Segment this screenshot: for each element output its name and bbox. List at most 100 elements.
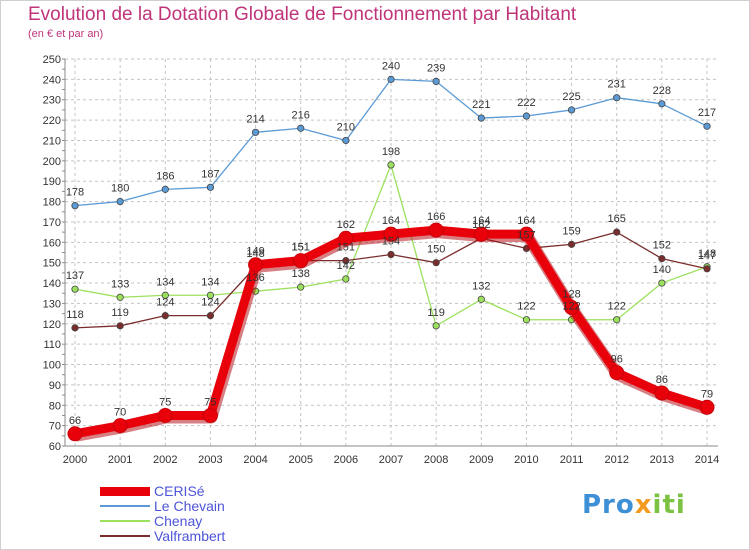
data-label: 75: [159, 396, 171, 408]
x-tick-label: 2005: [288, 454, 312, 466]
data-label: 140: [653, 264, 671, 276]
data-label: 164: [472, 215, 490, 227]
x-tick-label: 2003: [198, 454, 222, 466]
data-label: 164: [517, 215, 535, 227]
data-label: 217: [698, 107, 716, 119]
data-point: [522, 112, 531, 120]
y-tick-label: 130: [43, 298, 61, 310]
legend-label: Chenay: [154, 513, 203, 529]
data-point: [613, 316, 621, 324]
y-tick-label: 70: [49, 421, 61, 433]
data-label: 198: [382, 146, 400, 158]
data-point: [477, 295, 485, 303]
data-point: [703, 265, 711, 273]
legend-swatch: [100, 486, 150, 496]
legend-label: Valframbert: [154, 528, 226, 544]
data-label: 124: [201, 297, 219, 309]
y-tick-label: 160: [43, 237, 61, 249]
data-point: [116, 293, 124, 301]
data-point: [116, 197, 124, 206]
series-ceris-: [67, 222, 715, 442]
data-label: 75: [204, 396, 216, 408]
y-tick-label: 80: [49, 400, 61, 412]
data-label: 128: [562, 288, 580, 300]
x-tick-label: 2012: [604, 454, 628, 466]
x-tick-label: 2002: [153, 454, 177, 466]
x-tick-label: 2008: [424, 454, 448, 466]
data-point: [112, 418, 128, 434]
data-label: 137: [66, 270, 84, 282]
x-tick-label: 2010: [514, 454, 538, 466]
series-chenay: [71, 161, 711, 330]
data-label: 225: [562, 91, 580, 103]
data-label: 154: [382, 236, 400, 248]
data-point: [658, 100, 666, 108]
data-point: [202, 407, 218, 423]
data-label: 134: [156, 276, 174, 288]
data-point: [251, 128, 260, 136]
data-label: 221: [472, 99, 490, 111]
chart-title: Evolution de la Dotation Globale de Fonc…: [28, 4, 577, 25]
data-point: [609, 365, 625, 381]
data-point: [116, 322, 124, 330]
data-label: 151: [292, 242, 310, 254]
data-label: 151: [337, 242, 355, 254]
data-label: 133: [111, 278, 129, 290]
data-point: [297, 283, 305, 291]
data-label: 132: [472, 280, 490, 292]
data-label: 79: [701, 388, 713, 400]
data-point: [293, 253, 309, 269]
x-tick-label: 2011: [560, 454, 584, 466]
data-point: [342, 257, 350, 265]
y-tick-label: 200: [43, 156, 61, 168]
data-point: [699, 399, 715, 415]
data-label: 159: [562, 225, 580, 237]
data-label: 134: [201, 276, 219, 288]
y-tick-label: 150: [43, 258, 61, 270]
data-label: 222: [517, 97, 535, 109]
y-tick-label: 100: [43, 360, 61, 372]
data-label: 149: [246, 246, 264, 258]
y-tick-label: 210: [43, 135, 61, 147]
data-label: 151: [292, 242, 310, 254]
data-label: 157: [517, 229, 535, 241]
x-tick-label: 2007: [379, 454, 403, 466]
data-point: [161, 185, 169, 193]
data-point: [161, 312, 169, 320]
data-label: 216: [292, 109, 310, 121]
legend-label: Le Chevain: [154, 498, 225, 514]
y-tick-label: 220: [43, 115, 61, 127]
data-label: 164: [382, 215, 400, 227]
x-tick-label: 2004: [243, 454, 267, 466]
x-tick-label: 2013: [650, 454, 674, 466]
data-label: 228: [653, 85, 671, 97]
y-tick-label: 110: [43, 339, 61, 351]
brand-part-3: iti: [652, 490, 686, 520]
data-label: 162: [472, 219, 490, 231]
data-point: [206, 291, 215, 299]
data-point: [432, 259, 440, 267]
data-point: [387, 161, 395, 169]
data-label: 148: [698, 248, 716, 260]
data-point: [161, 291, 169, 299]
series-le-chevain: [71, 75, 711, 210]
brand-part-2: x: [634, 490, 653, 520]
data-point: [473, 226, 489, 242]
y-tick-label: 60: [49, 441, 61, 453]
data-label: 180: [111, 183, 129, 195]
data-point: [71, 285, 79, 293]
data-label: 66: [69, 415, 81, 427]
data-label: 148: [246, 248, 264, 260]
data-point: [518, 226, 534, 242]
data-point: [387, 250, 395, 259]
data-label: 239: [427, 62, 445, 74]
data-point: [567, 106, 576, 114]
data-label: 124: [156, 297, 174, 309]
data-label: 210: [337, 121, 355, 133]
data-point: [248, 257, 264, 273]
data-label: 138: [292, 268, 310, 280]
data-label: 122: [562, 301, 580, 313]
data-point: [703, 122, 711, 130]
